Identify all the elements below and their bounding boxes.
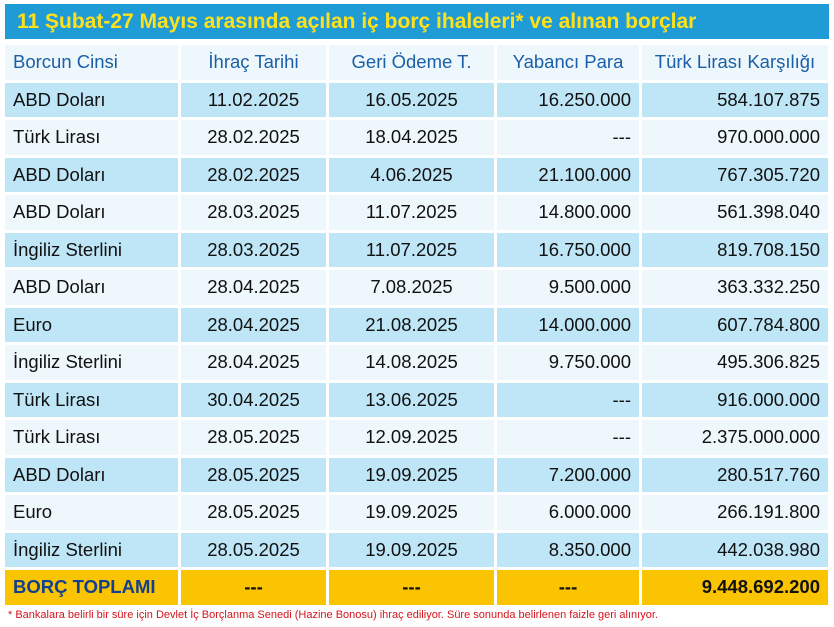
table-header-row: Borcun Cinsi İhraç Tarihi Geri Ödeme T. … xyxy=(5,45,828,80)
cell-issue-date: 28.04.2025 xyxy=(181,345,326,380)
cell-try-equivalent: 767.305.720 xyxy=(642,157,828,192)
cell-try-equivalent: 607.784.800 xyxy=(642,307,828,342)
cell-foreign-currency: 21.100.000 xyxy=(497,157,639,192)
cell-debt-type: ABD Doları xyxy=(5,195,178,230)
cell-try-equivalent: 266.191.800 xyxy=(642,495,828,530)
cell-try-equivalent: 495.306.825 xyxy=(642,345,828,380)
cell-repayment-date: 19.09.2025 xyxy=(329,532,494,567)
cell-try-equivalent: 584.107.875 xyxy=(642,82,828,117)
debt-table-body: Borcun Cinsi İhraç Tarihi Geri Ödeme T. … xyxy=(5,45,828,605)
cell-issue-date: 28.03.2025 xyxy=(181,232,326,267)
cell-foreign-currency: --- xyxy=(497,382,639,417)
cell-try-equivalent: 916.000.000 xyxy=(642,382,828,417)
cell-debt-type: Türk Lirası xyxy=(5,120,178,155)
cell-issue-date: 28.02.2025 xyxy=(181,157,326,192)
cell-repayment-date: 19.09.2025 xyxy=(329,457,494,492)
total-issue-date: --- xyxy=(181,570,326,605)
cell-repayment-date: 7.08.2025 xyxy=(329,270,494,305)
cell-issue-date: 11.02.2025 xyxy=(181,82,326,117)
cell-foreign-currency: 9.750.000 xyxy=(497,345,639,380)
table-row: Türk Lirası 28.05.2025 12.09.2025 --- 2.375.… xyxy=(5,420,828,455)
footnote: * Bankalara belirli bir süre için Devlet… xyxy=(8,609,658,621)
table-row: İngiliz Sterlini 28.05.2025 19.09.2025 8.35… xyxy=(5,532,828,567)
cell-repayment-date: 18.04.2025 xyxy=(329,120,494,155)
cell-repayment-date: 16.05.2025 xyxy=(329,82,494,117)
table-row: Türk Lirası 28.02.2025 18.04.2025 --- 970.00… xyxy=(5,120,828,155)
cell-debt-type: İngiliz Sterlini xyxy=(5,345,178,380)
cell-repayment-date: 11.07.2025 xyxy=(329,195,494,230)
cell-foreign-currency: 14.800.000 xyxy=(497,195,639,230)
cell-foreign-currency: 9.500.000 xyxy=(497,270,639,305)
cell-repayment-date: 19.09.2025 xyxy=(329,495,494,530)
cell-foreign-currency: 16.250.000 xyxy=(497,82,639,117)
cell-try-equivalent: 2.375.000.000 xyxy=(642,420,828,455)
table-row: ABD Doları 28.03.2025 11.07.2025 14.800.000… xyxy=(5,195,828,230)
cell-debt-type: Euro xyxy=(5,307,178,342)
cell-repayment-date: 11.07.2025 xyxy=(329,232,494,267)
cell-repayment-date: 13.06.2025 xyxy=(329,382,494,417)
cell-debt-type: İngiliz Sterlini xyxy=(5,232,178,267)
table-row: ABD Doları 28.02.2025 4.06.2025 21.100.000 7… xyxy=(5,157,828,192)
total-label: BORÇ TOPLAMI xyxy=(5,570,178,605)
cell-repayment-date: 14.08.2025 xyxy=(329,345,494,380)
table-row: Euro 28.05.2025 19.09.2025 6.000.000 266.191… xyxy=(5,495,828,530)
total-foreign-currency: --- xyxy=(497,570,639,605)
cell-try-equivalent: 280.517.760 xyxy=(642,457,828,492)
header-debt-type: Borcun Cinsi xyxy=(5,45,178,80)
cell-foreign-currency: 14.000.000 xyxy=(497,307,639,342)
cell-try-equivalent: 363.332.250 xyxy=(642,270,828,305)
cell-issue-date: 28.04.2025 xyxy=(181,270,326,305)
cell-repayment-date: 12.09.2025 xyxy=(329,420,494,455)
header-repayment-date: Geri Ödeme T. xyxy=(329,45,494,80)
cell-foreign-currency: 16.750.000 xyxy=(497,232,639,267)
cell-issue-date: 28.05.2025 xyxy=(181,457,326,492)
cell-issue-date: 30.04.2025 xyxy=(181,382,326,417)
cell-foreign-currency: 6.000.000 xyxy=(497,495,639,530)
cell-debt-type: ABD Doları xyxy=(5,270,178,305)
total-repayment-date: --- xyxy=(329,570,494,605)
header-issue-date: İhraç Tarihi xyxy=(181,45,326,80)
cell-debt-type: Türk Lirası xyxy=(5,420,178,455)
cell-try-equivalent: 819.708.150 xyxy=(642,232,828,267)
cell-debt-type: ABD Doları xyxy=(5,82,178,117)
cell-debt-type: ABD Doları xyxy=(5,157,178,192)
table-row: Euro 28.04.2025 21.08.2025 14.000.000 607.78… xyxy=(5,307,828,342)
cell-repayment-date: 21.08.2025 xyxy=(329,307,494,342)
cell-issue-date: 28.03.2025 xyxy=(181,195,326,230)
cell-issue-date: 28.05.2025 xyxy=(181,420,326,455)
cell-try-equivalent: 442.038.980 xyxy=(642,532,828,567)
cell-try-equivalent: 970.000.000 xyxy=(642,120,828,155)
header-foreign-currency: Yabancı Para xyxy=(497,45,639,80)
cell-issue-date: 28.04.2025 xyxy=(181,307,326,342)
cell-try-equivalent: 561.398.040 xyxy=(642,195,828,230)
total-row: BORÇ TOPLAMI --- --- --- 9.448.692.200 xyxy=(5,570,828,605)
cell-foreign-currency: 7.200.000 xyxy=(497,457,639,492)
cell-debt-type: İngiliz Sterlini xyxy=(5,532,178,567)
cell-foreign-currency: 8.350.000 xyxy=(497,532,639,567)
header-try-equivalent: Türk Lirası Karşılığı xyxy=(642,45,828,80)
cell-foreign-currency: --- xyxy=(497,120,639,155)
table-row: ABD Doları 11.02.2025 16.05.2025 16.250.000… xyxy=(5,82,828,117)
cell-debt-type: Türk Lirası xyxy=(5,382,178,417)
cell-debt-type: ABD Doları xyxy=(5,457,178,492)
total-try-amount: 9.448.692.200 xyxy=(642,570,828,605)
cell-issue-date: 28.05.2025 xyxy=(181,495,326,530)
table-row: İngiliz Sterlini 28.04.2025 14.08.2025 9.75… xyxy=(5,345,828,380)
page-title: 11 Şubat-27 Mayıs arasında açılan iç bor… xyxy=(5,4,829,39)
debt-table: Borcun Cinsi İhraç Tarihi Geri Ödeme T. … xyxy=(2,42,831,608)
cell-debt-type: Euro xyxy=(5,495,178,530)
cell-issue-date: 28.02.2025 xyxy=(181,120,326,155)
cell-repayment-date: 4.06.2025 xyxy=(329,157,494,192)
table-row: ABD Doları 28.05.2025 19.09.2025 7.200.000 2… xyxy=(5,457,828,492)
table-row: İngiliz Sterlini 28.03.2025 11.07.2025 16.7… xyxy=(5,232,828,267)
table-row: ABD Doları 28.04.2025 7.08.2025 9.500.000 36… xyxy=(5,270,828,305)
table-row: Türk Lirası 30.04.2025 13.06.2025 --- 916.00… xyxy=(5,382,828,417)
cell-foreign-currency: --- xyxy=(497,420,639,455)
cell-issue-date: 28.05.2025 xyxy=(181,532,326,567)
